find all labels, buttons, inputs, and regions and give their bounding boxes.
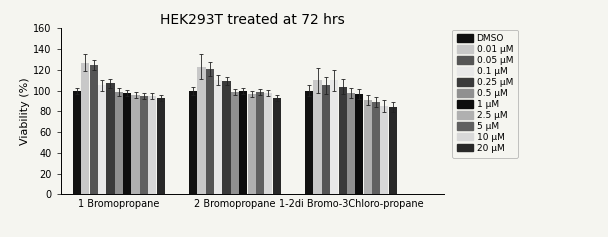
Bar bbox=[347, 93, 355, 194]
Bar bbox=[339, 87, 347, 194]
Bar bbox=[214, 80, 223, 194]
Title: HEK293T treated at 72 hrs: HEK293T treated at 72 hrs bbox=[160, 13, 345, 27]
Bar bbox=[73, 91, 81, 194]
Bar bbox=[272, 98, 281, 194]
Bar bbox=[115, 92, 123, 194]
Bar bbox=[98, 86, 106, 194]
Bar bbox=[314, 80, 322, 194]
Bar bbox=[223, 81, 230, 194]
Bar bbox=[381, 106, 389, 194]
Bar bbox=[256, 92, 264, 194]
Bar bbox=[322, 86, 330, 194]
Bar bbox=[131, 95, 140, 194]
Bar bbox=[389, 107, 397, 194]
Bar bbox=[364, 100, 371, 194]
Bar bbox=[264, 93, 272, 194]
Bar bbox=[247, 94, 256, 194]
Bar bbox=[140, 96, 148, 194]
Bar bbox=[231, 92, 239, 194]
Bar bbox=[355, 94, 364, 194]
Bar bbox=[198, 67, 206, 194]
Bar bbox=[372, 102, 380, 194]
Bar bbox=[90, 65, 98, 194]
Bar bbox=[106, 83, 114, 194]
Bar bbox=[123, 93, 131, 194]
Bar bbox=[206, 69, 214, 194]
Bar bbox=[148, 96, 156, 194]
Bar bbox=[330, 80, 338, 194]
Bar bbox=[239, 91, 247, 194]
Bar bbox=[81, 63, 89, 194]
Y-axis label: Viability (%): Viability (%) bbox=[21, 77, 30, 145]
Legend: DMSO, 0.01 μM, 0.05 μM, 0.1 μM, 0.25 μM, 0.5 μM, 1 μM, 2.5 μM, 5 μM, 10 μM, 20 μ: DMSO, 0.01 μM, 0.05 μM, 0.1 μM, 0.25 μM,… bbox=[452, 30, 517, 158]
Bar bbox=[305, 91, 313, 194]
Bar bbox=[157, 98, 165, 194]
Bar bbox=[189, 91, 197, 194]
